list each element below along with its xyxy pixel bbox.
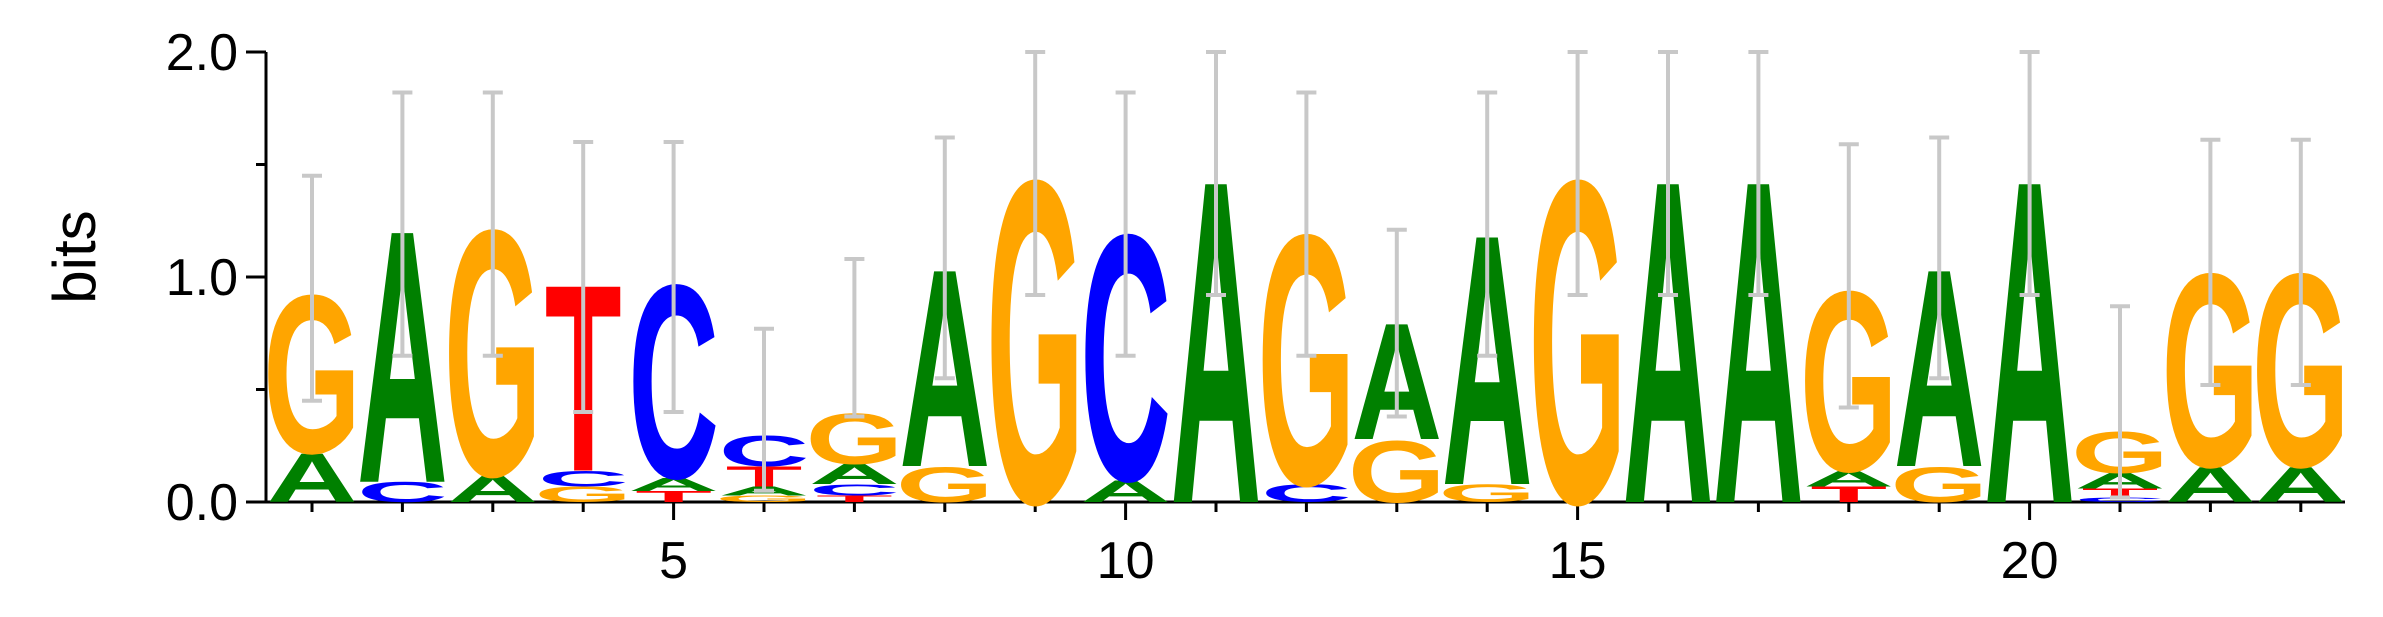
logo-letter-C: C [538, 467, 629, 492]
logo-letter-A: A [2255, 457, 2346, 513]
y-axis-title: bits [41, 210, 108, 303]
logo-letter-C: C [2075, 496, 2166, 503]
logo-letter-G: G [896, 457, 994, 513]
logo-letter-G: G [1890, 457, 1988, 513]
logo-letter-A: A [2165, 457, 2256, 513]
x-tick-label: 20 [2001, 532, 2059, 590]
logo-letter-A: A [628, 474, 719, 495]
logo-letter-G: G [1438, 480, 1536, 508]
x-tick-label: 10 [1097, 532, 1155, 590]
x-tick-label: 5 [659, 532, 688, 590]
logo-letter-C: C [809, 481, 900, 499]
logo-letter-A: A [267, 440, 358, 517]
y-tick-label: 0.0 [166, 474, 238, 532]
error-bars [302, 50, 2311, 500]
logo-letter-G: G [534, 482, 632, 507]
y-tick-label: 1.0 [166, 249, 238, 307]
logo-letter-A: A [1803, 467, 1894, 492]
logo-letter-T: T [1810, 482, 1887, 507]
logo-letter-G: G [1348, 423, 1446, 521]
logo-letter-A: A [447, 468, 538, 510]
logo-letter-C: C [1261, 480, 1352, 508]
logo-letter-C: C [357, 477, 448, 508]
logo-letter-T: T [635, 488, 712, 506]
y-tick-label: 2.0 [166, 24, 238, 82]
logo-letter-A: A [1080, 474, 1171, 509]
x-tick-label: 15 [1549, 532, 1607, 590]
logo-letter-G: G [715, 493, 813, 504]
axes: 0.0 1.0 2.0 5 10 15 20 [166, 24, 2345, 590]
logo-letter-T: T [816, 493, 893, 504]
logo-letter-A: A [809, 459, 900, 490]
